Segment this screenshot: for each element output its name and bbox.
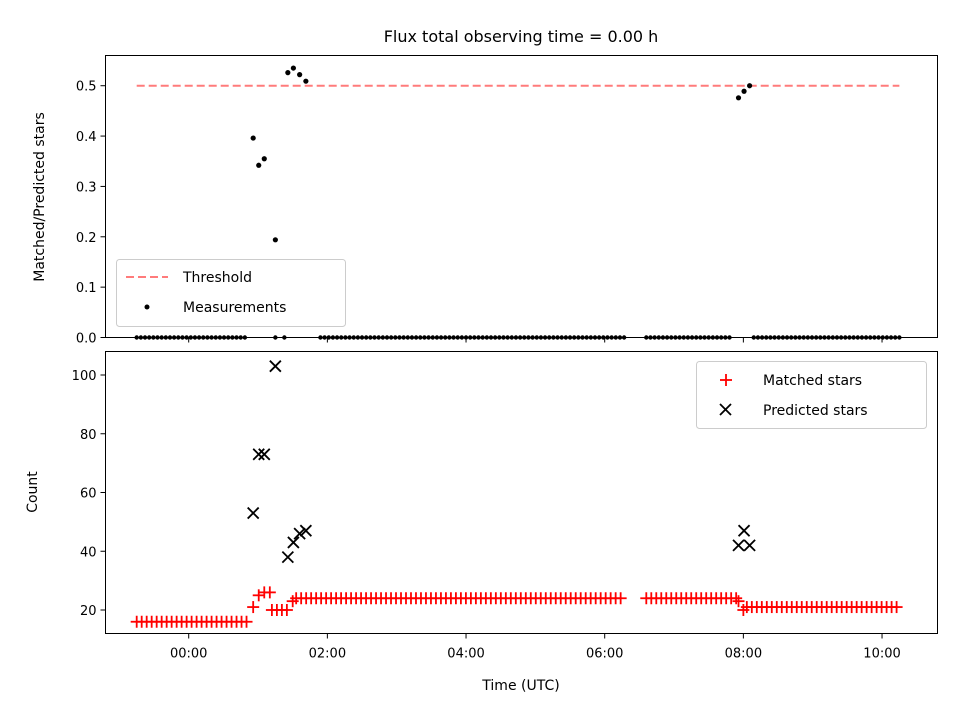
measurement-point (747, 83, 753, 89)
x-tick-label: 04:00 (447, 647, 484, 662)
bottom-y-axis-label: Count (25, 471, 41, 513)
measurement-point (285, 70, 291, 76)
matched-star-point (614, 592, 627, 605)
predicted-star-point (732, 539, 745, 552)
matched-legend-label: Matched stars (763, 373, 862, 389)
x-tick-label: 06:00 (586, 647, 623, 662)
y-tick-label: 100 (72, 369, 97, 384)
bottom-panel: Count Time (UTC) 20 40 60 80 100 00:00 02:00 04… (25, 351, 938, 694)
y-tick-label: 0.3 (76, 180, 97, 195)
y-tick-label: 0.0 (76, 332, 97, 347)
predicted-star-point (281, 550, 294, 564)
matched-star-point (732, 595, 745, 608)
matched-star-point (240, 615, 253, 628)
measurement-point (297, 72, 303, 78)
measurement-point (303, 78, 309, 84)
measurements-legend-swatch (144, 304, 150, 310)
top-legend: Threshold Measurements (116, 259, 346, 327)
predicted-legend-swatch (719, 403, 732, 416)
threshold-legend-label: Threshold (182, 270, 252, 286)
measurement-point (261, 156, 267, 162)
x-tick-label: 10:00 (863, 647, 900, 662)
top-panel: Flux total observing time = 0.00 h Match… (32, 27, 938, 347)
top-legend-box (116, 259, 346, 327)
predicted-star-point (743, 539, 756, 552)
measurement-point (272, 237, 278, 243)
predicted-star-point (269, 360, 282, 373)
matched-star-point (730, 592, 743, 605)
y-tick-label: 60 (80, 487, 97, 502)
measurement-point (741, 88, 747, 94)
predicted-star-point (258, 448, 271, 461)
matched-star-point (263, 586, 276, 599)
y-tick-label: 0.5 (76, 80, 97, 95)
measurements-legend-label: Measurements (183, 300, 286, 316)
y-tick-label: 20 (80, 604, 97, 619)
matched-star-point (890, 601, 903, 614)
predicted-legend-label: Predicted stars (763, 403, 868, 419)
chart-title: Flux total observing time = 0.00 h (384, 27, 659, 46)
top-y-axis-label: Matched/Predicted stars (32, 112, 48, 282)
measurement-point (290, 65, 296, 71)
predicted-star-point (252, 448, 265, 461)
y-tick-label: 0.2 (76, 231, 97, 246)
measurement-point (250, 135, 256, 141)
top-plot-frame (105, 55, 938, 338)
bottom-legend: Matched stars Predicted stars (696, 361, 927, 429)
matched-star-point (286, 595, 299, 608)
matched-star-point (252, 589, 265, 602)
y-tick-label: 0.1 (76, 281, 97, 296)
predicted-star-point (293, 527, 306, 540)
predicted-star-point (287, 536, 300, 549)
matched-star-point (737, 604, 750, 616)
matched-star-point (280, 604, 293, 616)
x-tick-label: 08:00 (725, 647, 762, 662)
y-tick-label: 80 (80, 428, 97, 443)
x-tick-label: 00:00 (170, 647, 207, 662)
x-tick-label: 02:00 (309, 647, 346, 662)
y-tick-label: 40 (80, 545, 97, 560)
predicted-star-point (247, 506, 260, 520)
predicted-star-point (737, 524, 751, 537)
measurement-point (735, 95, 742, 101)
matched-star-point (247, 601, 260, 614)
predicted-star-point (299, 524, 313, 537)
matched-legend-swatch (720, 374, 732, 386)
bottom-legend-box (696, 361, 927, 429)
bottom-x-axis-label: Time (UTC) (481, 678, 559, 694)
measurement-point (256, 162, 262, 168)
y-tick-label: 0.4 (76, 130, 97, 145)
